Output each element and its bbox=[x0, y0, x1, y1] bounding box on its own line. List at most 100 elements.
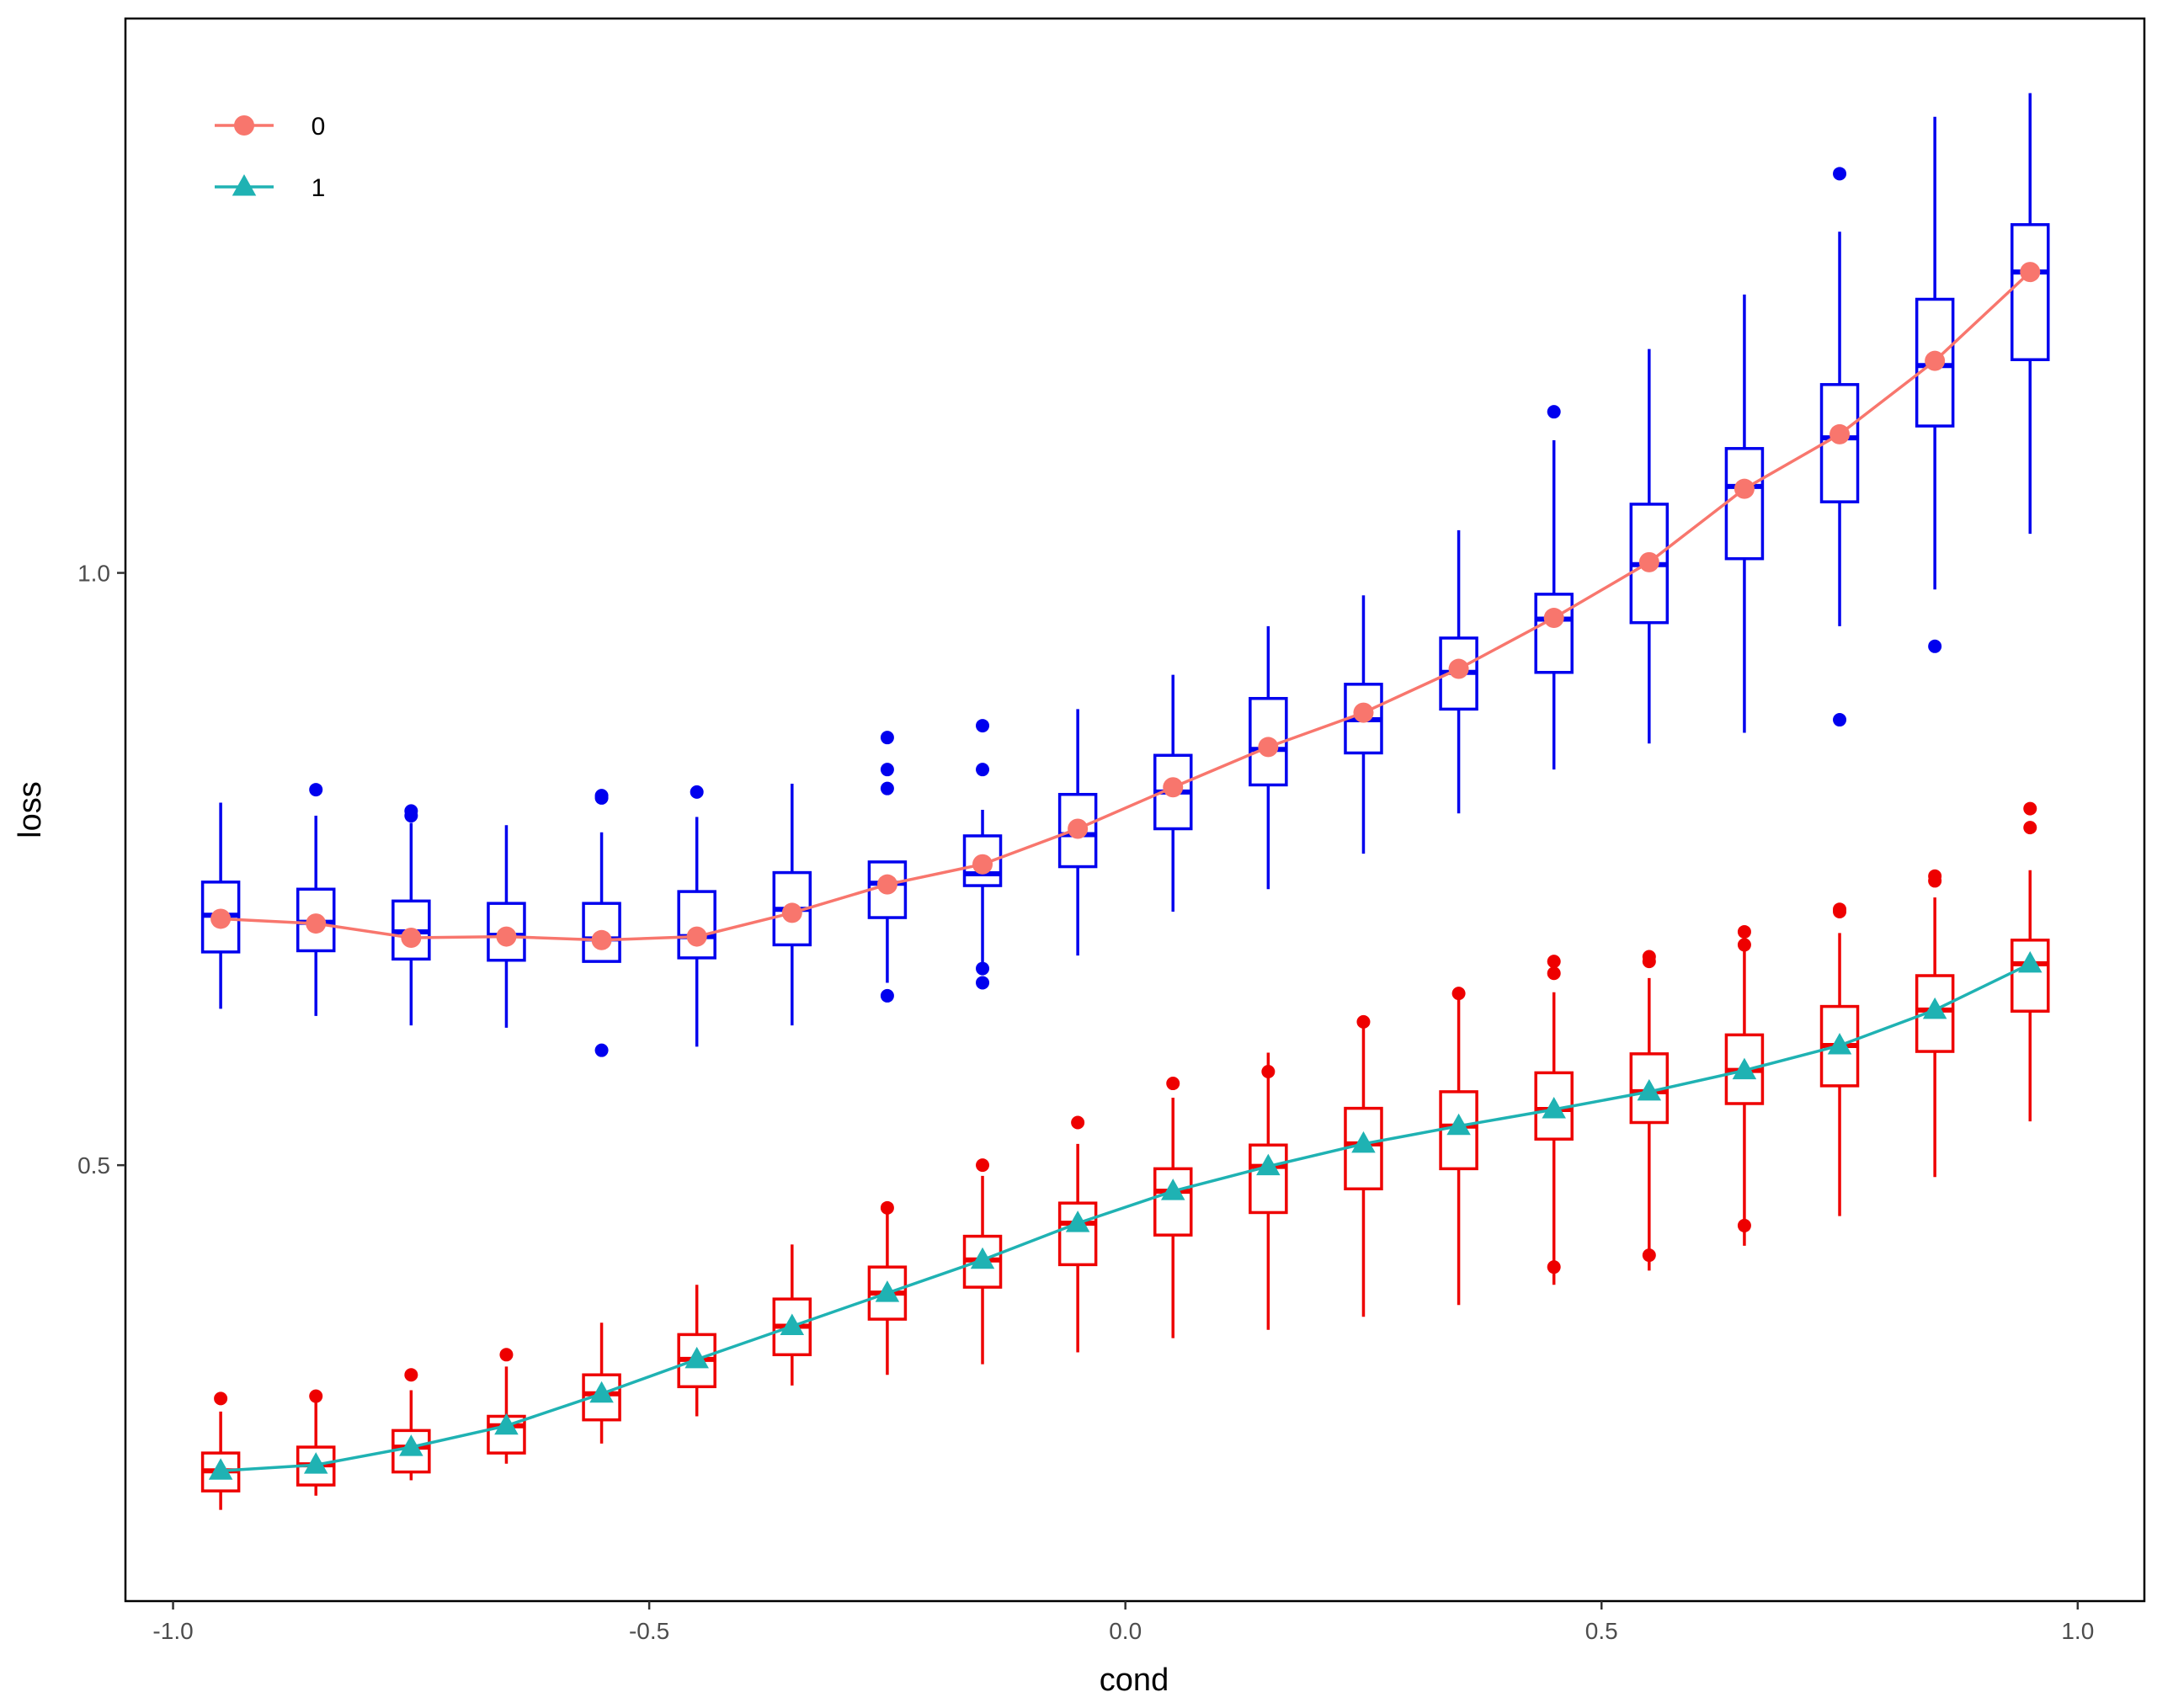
legend-marker bbox=[234, 115, 254, 136]
lines-layer bbox=[220, 270, 2032, 1472]
outlier-point bbox=[594, 1043, 609, 1057]
legend-label: 0 bbox=[312, 113, 326, 141]
outlier-point bbox=[499, 1348, 514, 1362]
box-iqr bbox=[1534, 593, 1574, 674]
mean-point-series-1 bbox=[303, 1452, 328, 1474]
outlier-point bbox=[1356, 1014, 1371, 1029]
mean-line-series-0 bbox=[221, 270, 2032, 942]
outlier-point bbox=[1737, 938, 1751, 952]
mean-point-series-1 bbox=[1256, 1153, 1281, 1176]
outlier-point bbox=[690, 785, 704, 799]
outlier-point bbox=[594, 790, 609, 805]
mean-point-series-1 bbox=[875, 1280, 900, 1302]
mean-point-series-0 bbox=[401, 927, 422, 948]
mean-point-series-1 bbox=[589, 1381, 614, 1403]
outlier-point bbox=[1547, 405, 1561, 419]
mean-point-series-0 bbox=[686, 926, 707, 947]
mean-point-series-1 bbox=[1065, 1210, 1090, 1232]
outlier-point bbox=[1071, 1115, 1085, 1130]
outlier-point bbox=[976, 1158, 990, 1173]
mean-point-series-0 bbox=[1543, 608, 1564, 629]
mean-point-series-0 bbox=[1448, 658, 1469, 679]
mean-point-series-1 bbox=[1446, 1113, 1471, 1136]
legend-marker bbox=[232, 174, 257, 196]
outlier-point bbox=[880, 1200, 894, 1215]
mean-point-series-0 bbox=[1734, 478, 1755, 499]
outlier-point bbox=[1737, 1218, 1751, 1232]
boxplot-series-0-x5 bbox=[677, 785, 716, 1047]
legend-label: 1 bbox=[312, 174, 326, 202]
legend: 01 bbox=[215, 113, 325, 202]
outlier-point bbox=[976, 976, 990, 990]
outlier-point bbox=[976, 961, 990, 976]
outlier-point bbox=[880, 781, 894, 795]
outlier-point bbox=[309, 783, 323, 797]
box-iqr bbox=[2011, 939, 2050, 1013]
mean-point-series-0 bbox=[1353, 702, 1374, 723]
mean-point-series-1 bbox=[1637, 1078, 1662, 1101]
mean-line-series-1 bbox=[220, 962, 2032, 1472]
outlier-point bbox=[880, 763, 894, 777]
boxplot-series-1-x17 bbox=[1819, 902, 1860, 1216]
legend-item-0: 0 bbox=[215, 113, 325, 141]
x-tick-label: -0.5 bbox=[629, 1618, 669, 1644]
legend-item-1: 1 bbox=[215, 174, 325, 202]
outlier-point bbox=[1833, 905, 1847, 919]
mean-point-series-0 bbox=[2020, 262, 2041, 283]
boxplot-series-0-x16 bbox=[1724, 294, 1765, 733]
mean-point-series-1 bbox=[1827, 1033, 1852, 1055]
mean-point-series-1 bbox=[208, 1458, 233, 1480]
mean-point-series-1 bbox=[780, 1313, 805, 1336]
outlier-point bbox=[880, 988, 894, 1003]
x-tick-label: 0.5 bbox=[1585, 1618, 1618, 1644]
outlier-point bbox=[880, 731, 894, 745]
outlier-point bbox=[976, 719, 990, 733]
outlier-point bbox=[214, 1391, 228, 1406]
x-tick-label: 1.0 bbox=[2061, 1618, 2094, 1644]
mean-point-series-0 bbox=[876, 874, 897, 895]
mean-point-series-0 bbox=[1829, 423, 1851, 444]
mean-point-series-0 bbox=[972, 854, 993, 875]
outlier-point bbox=[1547, 1260, 1561, 1274]
outlier-point bbox=[2023, 821, 2037, 835]
outlier-point bbox=[1833, 713, 1847, 727]
y-tick-label: 1.0 bbox=[77, 561, 110, 587]
mean-point-series-1 bbox=[1542, 1097, 1566, 1119]
outlier-point bbox=[404, 809, 418, 823]
mean-point-series-0 bbox=[210, 908, 232, 929]
mean-point-series-0 bbox=[496, 926, 517, 947]
mean-point-series-0 bbox=[1925, 350, 1946, 371]
mean-point-series-0 bbox=[306, 913, 327, 934]
mean-point-series-1 bbox=[1732, 1057, 1757, 1080]
mean-point-series-1 bbox=[1160, 1179, 1185, 1200]
outlier-point bbox=[976, 763, 990, 777]
outlier-point bbox=[1547, 955, 1561, 969]
boxplot-series-0-x14 bbox=[1534, 405, 1574, 770]
box-iqr bbox=[1915, 297, 1955, 428]
mean-point-series-0 bbox=[1638, 551, 1659, 572]
mean-point-series-1 bbox=[684, 1346, 709, 1369]
x-axis-title: cond bbox=[1100, 1663, 1169, 1698]
mean-point-series-0 bbox=[781, 902, 802, 923]
outlier-point bbox=[1547, 966, 1561, 981]
y-tick-label: 0.5 bbox=[77, 1152, 110, 1179]
box-iqr bbox=[1724, 447, 1765, 561]
outlier-point bbox=[1737, 924, 1751, 939]
mean-point-series-1 bbox=[2018, 950, 2042, 973]
mean-point-series-1 bbox=[1351, 1131, 1376, 1153]
boxplot-series-0-x19 bbox=[2011, 93, 2050, 535]
mean-point-series-1 bbox=[970, 1247, 995, 1269]
x-tick-label: -1.0 bbox=[152, 1618, 193, 1644]
y-axis-title: loss bbox=[13, 781, 48, 838]
outlier-point bbox=[1451, 987, 1466, 1001]
mean-point-series-0 bbox=[1163, 777, 1184, 798]
box-iqr bbox=[2011, 223, 2050, 362]
mean-point-series-0 bbox=[1258, 737, 1279, 758]
outlier-point bbox=[1833, 167, 1847, 181]
mean-point-series-1 bbox=[399, 1434, 423, 1456]
markers-layer bbox=[208, 262, 2042, 1480]
x-tick-label: 0.0 bbox=[1109, 1618, 1142, 1644]
box-iqr bbox=[1057, 1201, 1098, 1267]
axes-layer: -1.0 -0.5 0.0 0.5 1.0 0.5 1.0 bbox=[77, 561, 2094, 1644]
